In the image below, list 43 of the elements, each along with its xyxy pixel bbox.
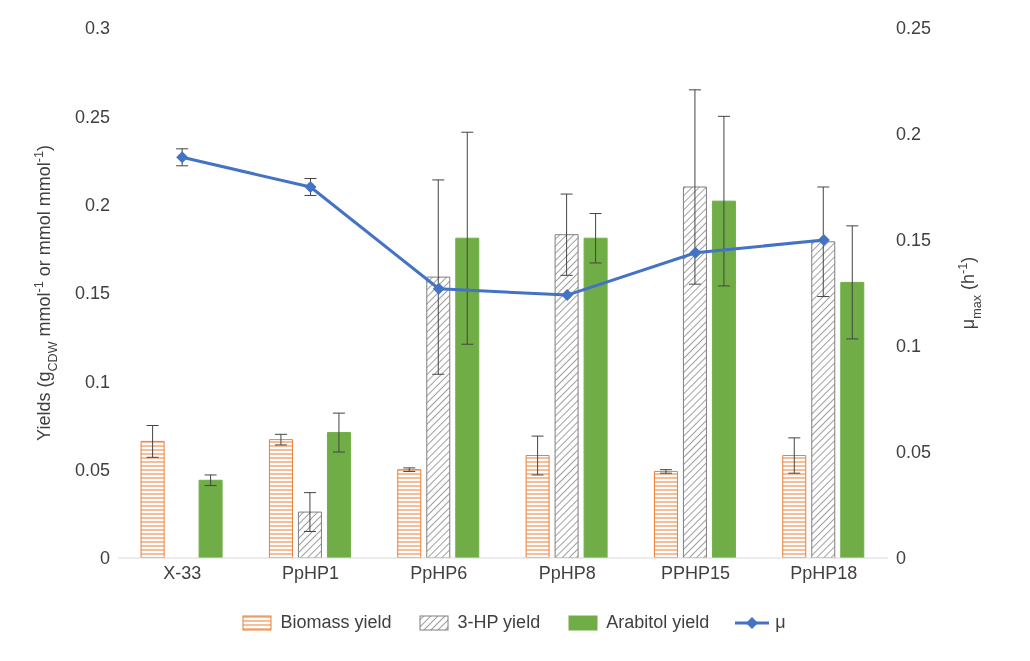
x-tick-label: PpHP1 [281,562,340,583]
y2-tick-label: 0.05 [896,442,932,463]
bar [811,241,836,558]
y2-tick-label: 0.2 [896,124,922,145]
point [561,289,574,302]
bar [840,281,865,558]
legend-label: Biomass yield [280,612,392,633]
legend-label: Arabitol yield [606,612,710,633]
y-tick-label: 0.25 [74,106,110,127]
y-tick-label: 0 [99,548,110,569]
point [689,246,702,259]
bar [525,455,550,558]
bar [297,511,322,558]
bar [140,440,165,558]
point [432,282,445,295]
bar [397,469,422,558]
x-tick-label: PpHP18 [790,562,858,583]
bar [198,479,223,558]
y2-tick-label: 0 [896,548,907,569]
bar [554,234,579,558]
bar [682,186,707,558]
y2-tick-label: 0.15 [896,230,932,251]
bar [268,439,293,558]
y-tick-label: 0.3 [84,18,110,39]
legend-label: 3-HP yield [457,612,541,633]
y2-tick-label: 0.25 [896,18,932,39]
y-tick-label: 0.15 [74,283,110,304]
y-tick-label: 0.2 [84,195,110,216]
bar [653,470,678,558]
y-tick-label: 0.1 [84,371,110,392]
x-tick-label: PPHP15 [660,562,731,583]
x-tick-label: X-33 [163,562,202,583]
legend-label: μ [775,612,786,633]
y-tick-label: 0.05 [74,460,110,481]
bar [583,237,608,558]
bar [711,200,736,558]
y2-tick-label: 0.1 [896,336,922,357]
bar [782,455,807,558]
bar [455,237,480,558]
bar [326,432,351,558]
x-tick-label: PpHP6 [410,562,468,583]
x-tick-label: PpHP8 [538,562,596,583]
bar [426,276,451,558]
